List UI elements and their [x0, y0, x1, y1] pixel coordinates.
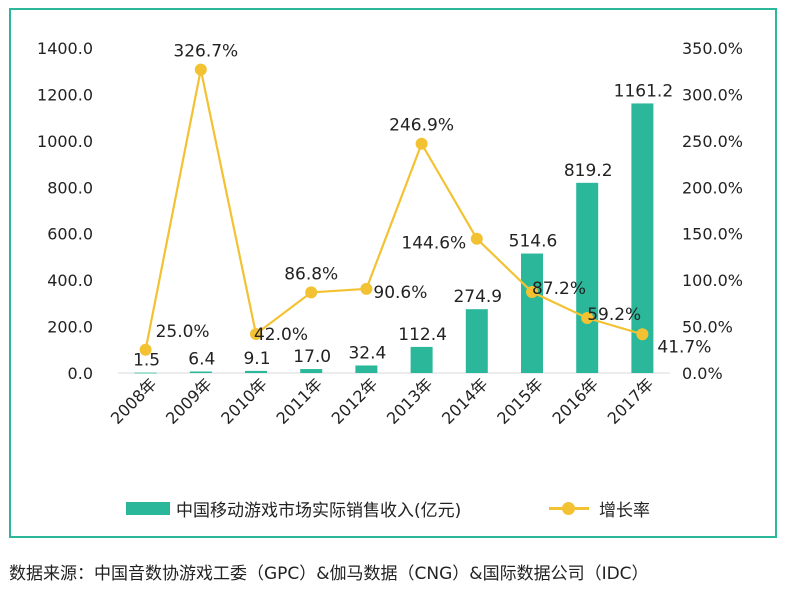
- bar-value-label: 1.5: [133, 351, 160, 371]
- y-right-tick-label: 50.0%: [682, 318, 733, 337]
- growth-point: [360, 282, 373, 295]
- growth-point: [581, 312, 594, 325]
- bar-value-label: 1161.2: [614, 81, 673, 101]
- growth-line: [144, 69, 643, 350]
- growth-point: [194, 63, 207, 76]
- y-right-tick-label: 250.0%: [682, 132, 743, 151]
- bar-value-label: 9.1: [243, 349, 270, 369]
- bar: [245, 370, 267, 373]
- bar: [576, 182, 599, 373]
- y-right-tick-label: 0.0%: [682, 364, 723, 383]
- x-category-label: 2015年: [493, 374, 547, 428]
- legend-bar-label: 中国移动游戏市场实际销售收入(亿元): [176, 501, 462, 521]
- y-left-tick-label: 1000.0: [37, 132, 93, 151]
- bar: [410, 346, 433, 373]
- bar: [189, 371, 212, 373]
- y-right-tick-label: 150.0%: [682, 225, 743, 244]
- y-left-tick-label: 1400.0: [37, 39, 93, 58]
- y-left-tick-label: 400.0: [47, 271, 93, 290]
- y-left-tick-label: 1200.0: [37, 85, 93, 104]
- growth-value-label: 87.2%: [532, 279, 586, 299]
- y-left-tick-label: 200.0: [47, 318, 93, 337]
- bar-value-label: 6.4: [188, 350, 215, 370]
- x-category-label: 2010年: [217, 374, 271, 428]
- bar-value-label: 17.0: [293, 347, 331, 367]
- y-left-tick-label: 800.0: [47, 178, 93, 197]
- bar-value-label: 819.2: [564, 161, 613, 181]
- growth-point: [250, 328, 262, 340]
- chart-frame: [9, 8, 777, 538]
- bar-value-label: 112.4: [398, 325, 447, 345]
- growth-value-label: 59.2%: [587, 305, 641, 325]
- bar: [631, 103, 654, 373]
- growth-point: [139, 343, 152, 356]
- growth-value-label: 90.6%: [373, 283, 427, 303]
- bar-value-label: 32.4: [348, 343, 386, 363]
- y-right-tick-label: 300.0%: [682, 85, 743, 104]
- x-category-label: 2011年: [272, 374, 326, 428]
- bar: [521, 253, 543, 373]
- bar-value-label: 514.6: [509, 232, 558, 252]
- y-right-tick-label: 350.0%: [682, 39, 743, 58]
- growth-value-label: 326.7%: [173, 42, 238, 62]
- x-category-label: 2013年: [383, 374, 437, 428]
- legend-bar-item: 中国移动游戏市场实际销售收入(亿元): [126, 496, 461, 521]
- bar: [300, 369, 323, 373]
- x-category-label: 2012年: [328, 374, 382, 428]
- bar: [134, 372, 157, 374]
- growth-value-label: 86.8%: [284, 264, 338, 284]
- y-left-tick-label: 600.0: [47, 225, 93, 244]
- x-category-label: 2017年: [604, 374, 658, 428]
- growth-value-label: 144.6%: [401, 234, 466, 254]
- growth-value-label: 42.0%: [254, 325, 308, 345]
- y-left-tick-label: 0.0: [68, 364, 93, 383]
- x-category-label: 2016年: [548, 374, 602, 428]
- bar-value-label: 274.9: [453, 287, 502, 307]
- growth-value-label: 246.9%: [389, 116, 454, 136]
- growth-value-label: 25.0%: [156, 322, 210, 342]
- legend-bar-swatch: [126, 502, 170, 515]
- growth-point: [636, 328, 649, 341]
- bar: [355, 365, 378, 373]
- growth-point: [305, 286, 318, 299]
- legend-line-label: 增长率: [599, 501, 650, 521]
- y-right-tick-label: 100.0%: [682, 271, 743, 290]
- growth-point: [415, 137, 428, 150]
- bar: [465, 309, 488, 373]
- x-category-label: 2014年: [438, 374, 492, 428]
- growth-point: [526, 286, 538, 299]
- legend-line-item: 增长率: [549, 496, 650, 521]
- x-category-label: 2009年: [162, 374, 216, 428]
- source-text: 数据来源：中国音数协游戏工委（GPC）&伽马数据（CNG）&国际数据公司（IDC…: [9, 564, 649, 584]
- legend-line-swatch: [549, 502, 589, 515]
- x-category-label: 2008年: [107, 374, 161, 428]
- y-right-tick-label: 200.0%: [682, 178, 743, 197]
- growth-point: [470, 232, 483, 245]
- growth-value-label: 41.7%: [657, 337, 711, 357]
